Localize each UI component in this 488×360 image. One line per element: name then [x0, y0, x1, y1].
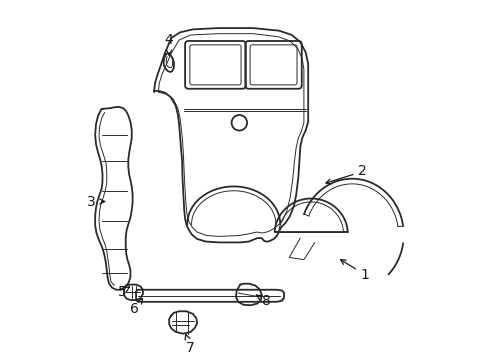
Text: 4: 4	[164, 33, 173, 55]
Text: 2: 2	[325, 165, 366, 184]
Text: 7: 7	[185, 334, 195, 355]
Text: 8: 8	[256, 293, 270, 307]
Text: 5: 5	[117, 285, 129, 299]
Text: 1: 1	[340, 260, 369, 282]
Text: 3: 3	[87, 194, 104, 208]
Text: 6: 6	[130, 298, 142, 316]
